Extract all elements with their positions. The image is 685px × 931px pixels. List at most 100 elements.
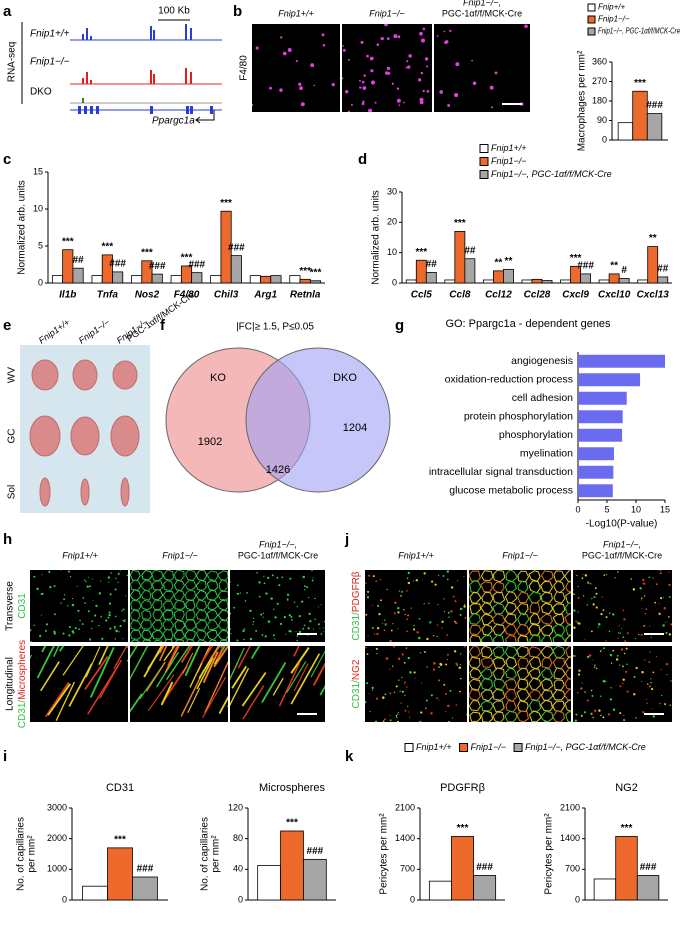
speck [84,579,86,581]
speck [419,720,422,722]
speck [471,59,473,62]
track-peak [82,98,84,103]
speck [643,624,646,627]
significance: *** [220,198,232,209]
speck [641,680,643,682]
capillary-streak [250,646,261,659]
speck [625,670,628,673]
speck [286,598,289,601]
speck [422,27,426,31]
track-axis-label: RNA-seq [7,42,18,83]
speck [459,663,461,666]
speck [290,615,293,618]
vessel-network [529,634,541,642]
vessel-network [195,629,207,641]
y-axis-label: per mm² [211,835,222,873]
bar [578,465,614,479]
vessel-network [130,599,142,611]
vessel-network [516,710,529,722]
y-axis-label: No. of capillaries [200,817,211,891]
vessel-network [516,603,529,616]
speck [286,593,290,596]
stain-part: CD31/ [351,680,362,709]
speck [396,87,400,90]
speck [285,633,287,635]
bar [464,258,476,284]
panel-label: h [3,531,12,548]
speck [95,604,98,608]
speck [642,578,645,582]
vessel-network [141,609,152,621]
speck [407,705,409,707]
y-tick-label: 10 [33,203,43,213]
speck [107,616,110,619]
y-tick-label: 1400 [395,833,415,843]
speck [459,690,461,693]
speck [406,577,409,579]
speck [417,636,421,640]
vessel-network [482,723,493,734]
significance: ## [426,259,438,270]
vessel-network [540,570,554,582]
speck [393,691,396,694]
speck [623,618,626,621]
speck [621,648,623,650]
speck [577,596,580,599]
vessel-network [517,635,529,642]
speck [665,631,668,635]
speck [367,108,373,112]
capillary-streak [146,661,166,692]
speck [114,588,117,591]
speck [319,628,321,630]
speck [313,628,315,630]
speck [76,585,78,587]
vessel-network [528,699,542,712]
speck [384,623,387,626]
speck [323,630,325,632]
speck [87,610,90,613]
speck [108,613,111,617]
speck [658,612,661,615]
speck [375,647,378,650]
bar [503,268,514,284]
capillary-streak [85,646,101,678]
vessel-network [469,699,481,712]
speck [605,574,607,576]
speck [406,630,409,633]
vessel-network [162,628,174,640]
speck [290,631,292,633]
speck [647,683,649,685]
speck [414,677,416,679]
capillary-streak [278,662,301,707]
speck [372,604,374,606]
speck [447,611,450,614]
speck [668,571,670,573]
speck [455,662,458,665]
capillary-streak [216,646,225,659]
capillary-streak [182,652,194,674]
bar [112,271,124,284]
speck [86,585,89,588]
muscle [110,415,140,457]
legend-swatch [479,157,489,166]
speck [244,600,247,602]
speck [395,714,398,717]
speck [664,703,666,706]
speck [588,654,592,657]
significance: *** [62,236,74,247]
vessel-network [517,580,529,593]
significance: ## [657,264,669,275]
speck [30,629,32,632]
speck [599,695,602,697]
speck [99,580,102,582]
vessel-network [480,646,493,659]
speck [409,671,412,674]
speck [398,104,401,106]
y-tick-label: 120 [228,802,243,812]
speck [389,714,391,716]
legend-label: Fnip1−/− [471,742,507,752]
speck [68,626,71,629]
vessel-network [218,619,228,631]
track-peak [150,70,152,84]
vessel-network [469,656,481,669]
